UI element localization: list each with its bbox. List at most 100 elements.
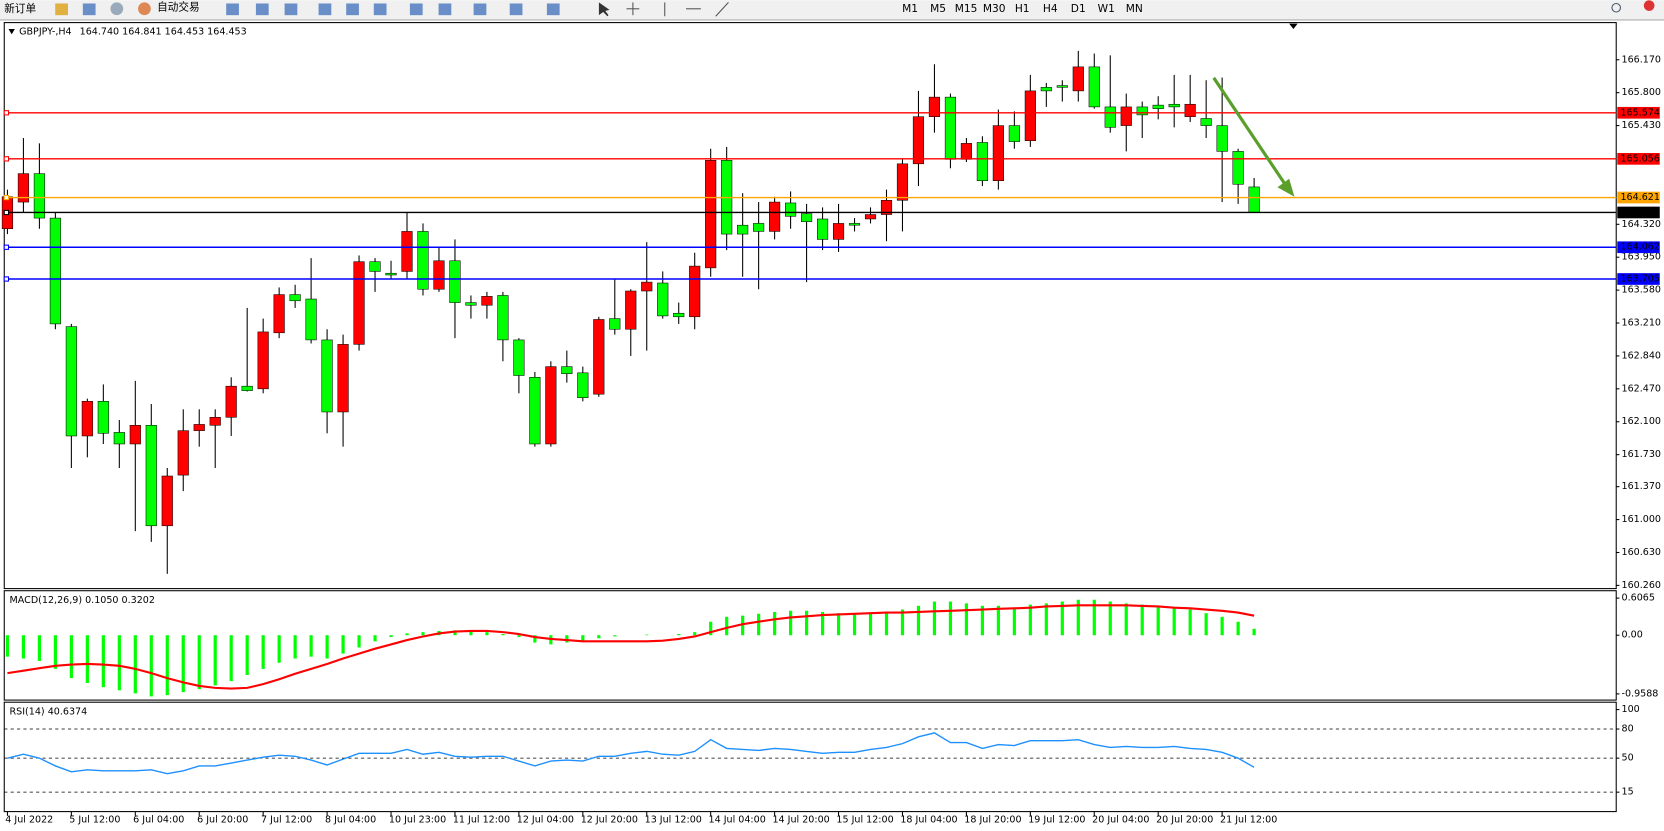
- x-tick-label: 11 Jul 12:00: [453, 815, 510, 826]
- icon[interactable]: [138, 2, 151, 16]
- icon[interactable]: [546, 3, 560, 16]
- macd-bar: [245, 635, 249, 675]
- icon[interactable]: [509, 3, 523, 16]
- timeframe-button[interactable]: H4: [1043, 2, 1058, 15]
- candle-body: [976, 142, 988, 181]
- price-label-bg: [1617, 191, 1660, 204]
- macd-bar: [309, 635, 313, 657]
- icon[interactable]: [346, 3, 359, 16]
- macd-bar: [1092, 599, 1096, 636]
- y-tick-label: 162.840: [1622, 350, 1661, 361]
- candle-body: [785, 202, 797, 217]
- tool-icon[interactable]: [715, 2, 729, 17]
- timeframe-button[interactable]: M15: [955, 2, 978, 15]
- macd-bar: [357, 635, 361, 648]
- candle-body: [1008, 125, 1020, 142]
- timeframe-button[interactable]: H1: [1015, 2, 1030, 15]
- candle-body: [113, 432, 125, 445]
- candle-body: [369, 261, 381, 272]
- macd-bar: [533, 635, 537, 643]
- x-tick-label: 8 Jul 04:00: [325, 815, 376, 826]
- menu-arrow[interactable]: [8, 28, 15, 35]
- timeframe-button[interactable]: D1: [1071, 2, 1086, 15]
- icon[interactable]: [438, 3, 452, 16]
- macd-bar: [373, 635, 377, 642]
- x-tick-label: 12 Jul 20:00: [581, 815, 638, 826]
- y-tick-label: 161.000: [1622, 514, 1661, 525]
- icon[interactable]: [82, 3, 96, 16]
- macd-bar: [1060, 601, 1064, 636]
- candle-body: [65, 326, 77, 437]
- toolbar: 新订单 自动交易 M1 M5 M15 M30 H1 H4 D1 W1 MN: [0, 0, 1664, 20]
- candle-body: [593, 319, 605, 395]
- candle-body: [625, 290, 637, 330]
- x-tick-label: 18 Jul 04:00: [900, 815, 957, 826]
- y-tick-label: -0.9588: [1622, 688, 1659, 699]
- price-label: 164.062: [1620, 242, 1659, 253]
- y-tick-label: 80: [1622, 724, 1634, 735]
- macd-bar: [1124, 603, 1128, 636]
- timeframe-button[interactable]: M5: [930, 2, 946, 15]
- macd-bar: [405, 633, 409, 636]
- x-tick-label: 15 Jul 12:00: [836, 815, 893, 826]
- rsi-pane: [3, 701, 1617, 813]
- candle-body: [417, 231, 429, 290]
- x-tick-label: 10 Jul 23:00: [389, 815, 446, 826]
- macd-bar: [1204, 613, 1208, 636]
- new-order-button[interactable]: 新订单: [4, 2, 36, 15]
- candle-body: [737, 224, 749, 235]
- price-label: 164.621: [1620, 192, 1659, 203]
- auto-trading-button[interactable]: 自动交易: [157, 1, 199, 14]
- icon[interactable]: [318, 3, 332, 16]
- candle-body: [401, 231, 413, 272]
- timeframe-button[interactable]: W1: [1098, 2, 1115, 15]
- candle-body: [1152, 104, 1164, 109]
- icon[interactable]: [226, 3, 239, 16]
- price-label: 165.056: [1620, 153, 1659, 164]
- candle-body: [513, 339, 525, 376]
- candle-body: [1232, 151, 1244, 185]
- macd-bar: [820, 611, 825, 636]
- icon[interactable]: [55, 3, 68, 16]
- icon[interactable]: [473, 3, 487, 16]
- macd-bar: [21, 635, 26, 659]
- timeframe-button[interactable]: M1: [902, 2, 918, 15]
- search-icon[interactable]: [1611, 2, 1621, 13]
- timeframe-bar: M1 M5 M15 M30 H1 H4 D1 W1 MN: [902, 2, 1143, 15]
- icon[interactable]: [373, 3, 387, 16]
- macd-bar: [645, 634, 649, 636]
- price-label-bg: [1617, 106, 1660, 119]
- candle-body: [1104, 106, 1116, 128]
- price-marker: [3, 156, 10, 162]
- y-tick-label: 162.100: [1622, 416, 1661, 427]
- candle-body: [529, 377, 541, 445]
- x-tick-label: 6 Jul 20:00: [197, 815, 248, 826]
- price-label-bg: [1617, 241, 1660, 254]
- macd-bar: [37, 635, 41, 661]
- cursor-icon[interactable]: [598, 2, 610, 17]
- icon[interactable]: [409, 3, 423, 16]
- x-tick-label: 20 Jul 04:00: [1092, 815, 1149, 826]
- icon[interactable]: [110, 2, 124, 16]
- timeframe-button[interactable]: M30: [983, 2, 1006, 15]
- candle-body: [49, 217, 61, 325]
- candle-body: [864, 214, 877, 220]
- macd-bar: [932, 601, 937, 636]
- candle-body: [1248, 186, 1260, 213]
- candle-body: [1120, 106, 1132, 126]
- macd-bar: [1012, 607, 1016, 636]
- notification-badge[interactable]: [1643, 0, 1655, 11]
- macd-bar: [149, 635, 153, 697]
- candle-body: [705, 160, 717, 269]
- candle-body: [241, 385, 253, 391]
- candle-body: [33, 173, 45, 219]
- candle-body: [609, 318, 621, 330]
- candle-body: [1200, 118, 1212, 126]
- icon[interactable]: [284, 3, 298, 16]
- y-tick-label: 15: [1622, 787, 1634, 798]
- icon[interactable]: [255, 3, 269, 16]
- candle-body: [816, 218, 829, 240]
- price-label: 163.705: [1620, 274, 1659, 285]
- macd-bar: [773, 611, 777, 636]
- timeframe-button[interactable]: MN: [1126, 2, 1143, 15]
